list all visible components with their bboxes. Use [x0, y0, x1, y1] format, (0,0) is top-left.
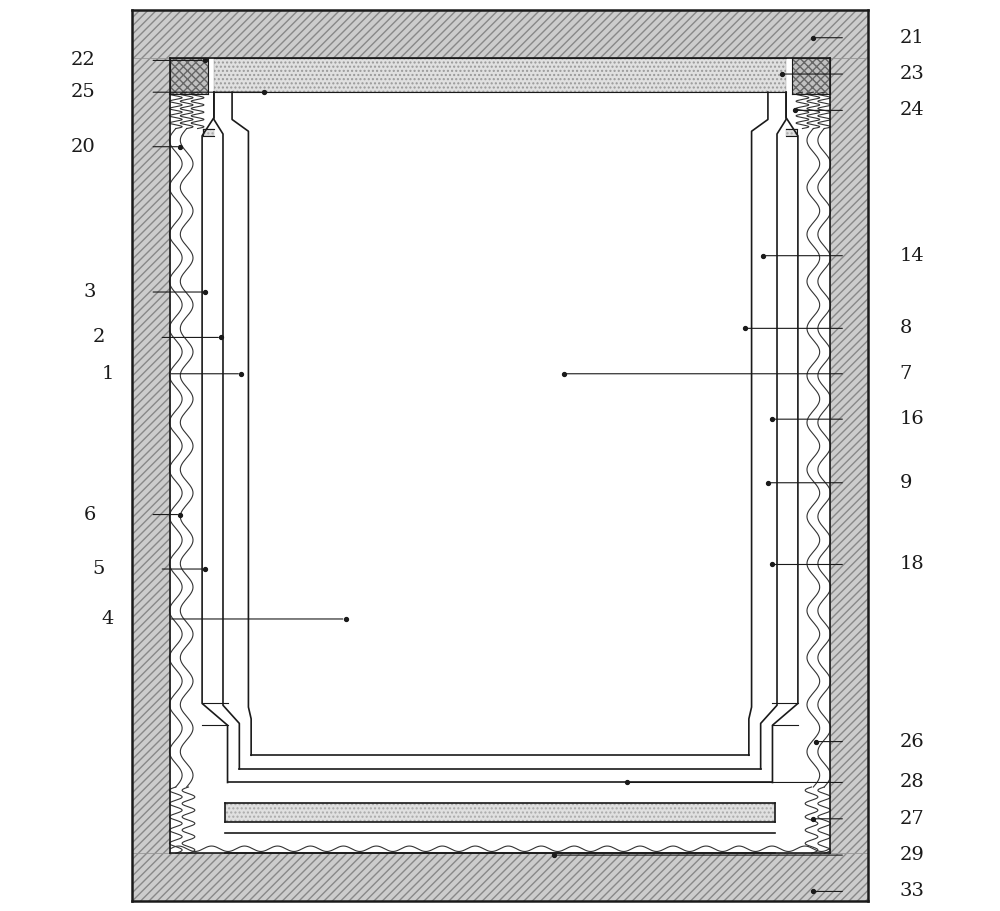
Polygon shape: [792, 57, 830, 94]
Text: 1: 1: [102, 364, 114, 383]
Text: 18: 18: [900, 556, 924, 574]
Text: 28: 28: [900, 773, 924, 792]
Text: 23: 23: [900, 65, 924, 83]
Text: 27: 27: [900, 810, 924, 828]
Polygon shape: [170, 57, 208, 94]
Polygon shape: [232, 92, 768, 755]
Text: 6: 6: [83, 506, 96, 524]
Polygon shape: [132, 10, 868, 57]
Text: 3: 3: [83, 283, 96, 301]
Polygon shape: [830, 57, 868, 854]
Text: 22: 22: [71, 51, 96, 69]
Text: 5: 5: [93, 560, 105, 578]
Polygon shape: [203, 128, 214, 136]
Text: 14: 14: [900, 247, 924, 265]
Text: 16: 16: [900, 410, 924, 428]
Text: 24: 24: [900, 101, 924, 119]
Text: 2: 2: [93, 329, 105, 346]
Text: 33: 33: [900, 883, 925, 900]
Text: 26: 26: [900, 732, 924, 751]
Text: 21: 21: [900, 29, 924, 46]
Text: 25: 25: [71, 83, 96, 101]
Polygon shape: [225, 804, 775, 822]
Polygon shape: [786, 128, 797, 136]
Text: 4: 4: [102, 610, 114, 628]
Polygon shape: [214, 57, 786, 92]
Polygon shape: [132, 57, 170, 854]
Text: 9: 9: [900, 474, 912, 492]
Text: 7: 7: [900, 364, 912, 383]
Text: 29: 29: [900, 846, 924, 865]
Polygon shape: [132, 854, 868, 901]
Text: 20: 20: [71, 138, 96, 156]
Text: 8: 8: [900, 320, 912, 337]
